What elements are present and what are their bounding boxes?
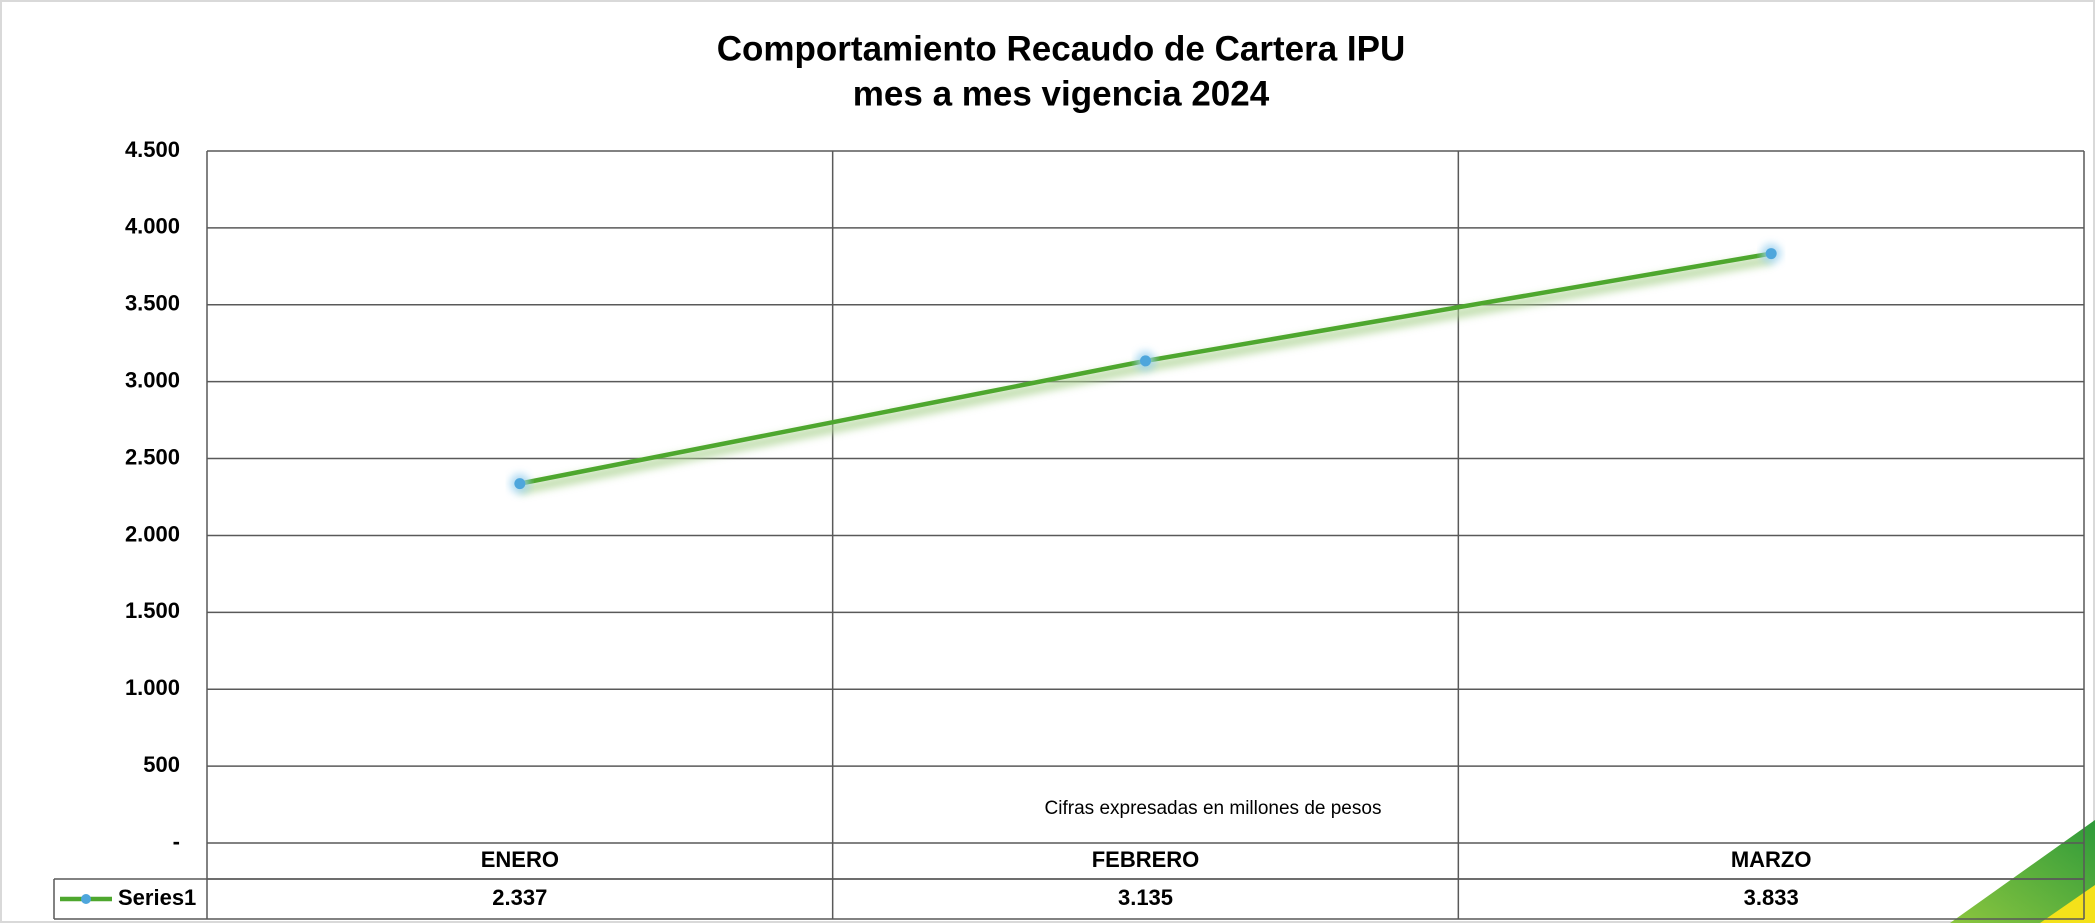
- y-tick-label: 2.500: [125, 444, 180, 469]
- y-tick-label: 3.000: [125, 367, 180, 392]
- y-tick-label: -: [173, 829, 180, 854]
- y-tick-label: 1.500: [125, 598, 180, 623]
- y-tick-label: 3.500: [125, 291, 180, 316]
- line-glow: [518, 254, 1773, 495]
- legend-marker: [81, 894, 91, 904]
- marker: [1765, 248, 1777, 260]
- y-tick-label: 4.000: [125, 214, 180, 239]
- legend-label: Series1: [118, 885, 196, 910]
- table-value: 2.337: [492, 885, 547, 910]
- y-tick-label: 1.000: [125, 675, 180, 700]
- table-value: 3.833: [1744, 885, 1799, 910]
- corner-decoration: [2040, 885, 2095, 923]
- marker: [514, 478, 526, 490]
- chart-title: Comportamiento Recaudo de Cartera IPU: [717, 29, 1405, 68]
- corner-decoration: [1950, 820, 2095, 923]
- annotation: Cifras expresadas en millones de pesos: [1045, 798, 1382, 819]
- x-tick-label: MARZO: [1731, 847, 1812, 872]
- marker: [1140, 355, 1151, 367]
- y-tick-label: 2.000: [125, 521, 180, 546]
- x-tick-label: FEBRERO: [1092, 847, 1200, 872]
- x-tick-label: ENERO: [481, 847, 559, 872]
- y-tick-label: 4.500: [125, 137, 180, 162]
- y-tick-label: 500: [143, 752, 180, 777]
- chart-subtitle: mes a mes vigencia 2024: [853, 74, 1270, 113]
- table-value: 3.135: [1118, 885, 1173, 910]
